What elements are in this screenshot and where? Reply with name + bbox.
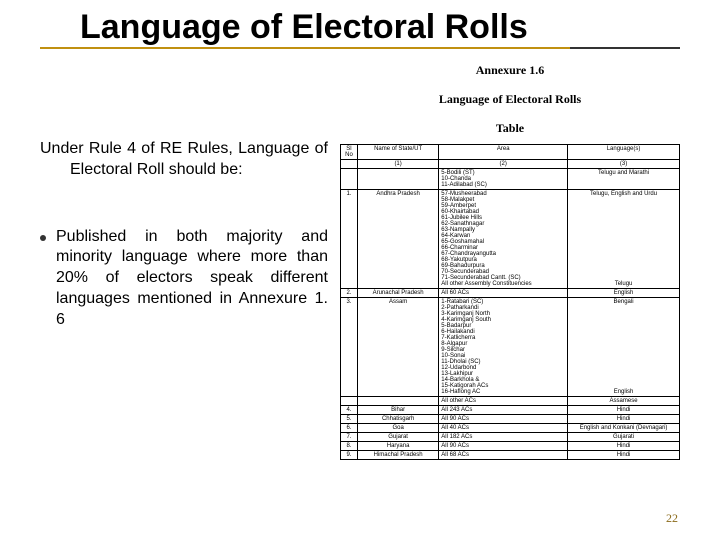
table-cell: All 60 ACs xyxy=(439,289,568,298)
table-cell: Himachal Pradesh xyxy=(357,451,438,460)
table-cell xyxy=(341,169,358,190)
bullet-text: Published in both majority and minority … xyxy=(56,227,328,331)
page-number: 22 xyxy=(666,511,678,526)
table-cell: 3. xyxy=(341,298,358,397)
table-cell xyxy=(341,397,358,406)
table-cell xyxy=(357,397,438,406)
table-row: 1.Andhra Pradesh57-Musheerabad 58-Malakp… xyxy=(341,190,680,289)
annexure-table: Sl No Name of State/UT Area Language(s) … xyxy=(340,144,680,460)
table-row: 3.Assam1-Ratabari (SC) 2-Patharkandi 3-K… xyxy=(341,298,680,397)
table-cell: 1. xyxy=(341,190,358,289)
page-title: Language of Electoral Rolls xyxy=(0,0,720,47)
table-row: 4.BiharAll 243 ACsHindi xyxy=(341,406,680,415)
table-body: 5-Bodili (ST) 10-Chanda 11-Adilabad (SC)… xyxy=(341,169,680,460)
table-cell: All 90 ACs xyxy=(439,442,568,451)
table-cell: 7. xyxy=(341,433,358,442)
bullet-icon xyxy=(40,235,46,241)
title-underline xyxy=(40,47,680,49)
annexure-label: Annexure 1.6 xyxy=(340,63,680,78)
table-row: 8.HaryanaAll 90 ACsHindi xyxy=(341,442,680,451)
table-cell: All 90 ACs xyxy=(439,415,568,424)
table-cell: Haryana xyxy=(357,442,438,451)
table-cell: Assamese xyxy=(568,397,680,406)
table-cell: Assam xyxy=(357,298,438,397)
table-header-cell: Sl No xyxy=(341,145,358,160)
table-cell: 5. xyxy=(341,415,358,424)
table-cell xyxy=(357,169,438,190)
table-cell: 9. xyxy=(341,451,358,460)
table-cell: 8. xyxy=(341,442,358,451)
table-cell: Goa xyxy=(357,424,438,433)
table-cell: 1-Ratabari (SC) 2-Patharkandi 3-Karimgan… xyxy=(439,298,568,397)
table-subhead-row: (1) (2) (3) xyxy=(341,160,680,169)
table-cell: 6. xyxy=(341,424,358,433)
table-label: Table xyxy=(340,121,680,136)
table-cell: English and Konkani (Devnagari) xyxy=(568,424,680,433)
table-row: 5.ChhatisgarhAll 90 ACsHindi xyxy=(341,415,680,424)
table-cell: Bihar xyxy=(357,406,438,415)
table-cell: Gujarati xyxy=(568,433,680,442)
table-row: 9.Himachal PradeshAll 68 ACsHindi xyxy=(341,451,680,460)
table-header-row: Sl No Name of State/UT Area Language(s) xyxy=(341,145,680,160)
table-cell: Andhra Pradesh xyxy=(357,190,438,289)
table-head: Sl No Name of State/UT Area Language(s) … xyxy=(341,145,680,169)
table-cell: 57-Musheerabad 58-Malakpet 59-Amberpet 6… xyxy=(439,190,568,289)
table-row: All other ACsAssamese xyxy=(341,397,680,406)
bullet-item: Published in both majority and minority … xyxy=(40,227,328,331)
table-cell: Hindi xyxy=(568,442,680,451)
table-cell: 2. xyxy=(341,289,358,298)
table-cell: Telugu, English and Urdu Telugu xyxy=(568,190,680,289)
table-cell: 5-Bodili (ST) 10-Chanda 11-Adilabad (SC) xyxy=(439,169,568,190)
table-cell: Chhatisgarh xyxy=(357,415,438,424)
table-cell: All other ACs xyxy=(439,397,568,406)
content-area: Under Rule 4 of RE Rules, Language of El… xyxy=(0,49,720,460)
annexure-subtitle: Language of Electoral Rolls xyxy=(340,92,680,107)
table-row: 7.GujaratAll 182 ACsGujarati xyxy=(341,433,680,442)
table-subhead-cell xyxy=(341,160,358,169)
table-subhead-cell: (3) xyxy=(568,160,680,169)
table-cell: 4. xyxy=(341,406,358,415)
table-row: 6.GoaAll 40 ACsEnglish and Konkani (Devn… xyxy=(341,424,680,433)
table-cell: Hindi xyxy=(568,415,680,424)
table-cell: English xyxy=(568,289,680,298)
table-row: 5-Bodili (ST) 10-Chanda 11-Adilabad (SC)… xyxy=(341,169,680,190)
table-subhead-cell: (1) xyxy=(357,160,438,169)
table-row: 2.Arunachal PradeshAll 60 ACsEnglish xyxy=(341,289,680,298)
table-cell: Arunachal Pradesh xyxy=(357,289,438,298)
table-cell: All 40 ACs xyxy=(439,424,568,433)
table-cell: All 243 ACs xyxy=(439,406,568,415)
intro-paragraph: Under Rule 4 of RE Rules, Language of El… xyxy=(40,139,328,181)
table-cell: Hindi xyxy=(568,406,680,415)
table-cell: All 182 ACs xyxy=(439,433,568,442)
table-subhead-cell: (2) xyxy=(439,160,568,169)
right-column: Annexure 1.6 Language of Electoral Rolls… xyxy=(340,59,680,460)
table-cell: All 68 ACs xyxy=(439,451,568,460)
table-cell: Hindi xyxy=(568,451,680,460)
table-header-cell: Language(s) xyxy=(568,145,680,160)
table-cell: Telugu and Marathi xyxy=(568,169,680,190)
left-column: Under Rule 4 of RE Rules, Language of El… xyxy=(40,59,340,460)
table-header-cell: Area xyxy=(439,145,568,160)
table-cell: Gujarat xyxy=(357,433,438,442)
table-cell: Bengali English xyxy=(568,298,680,397)
table-header-cell: Name of State/UT xyxy=(357,145,438,160)
